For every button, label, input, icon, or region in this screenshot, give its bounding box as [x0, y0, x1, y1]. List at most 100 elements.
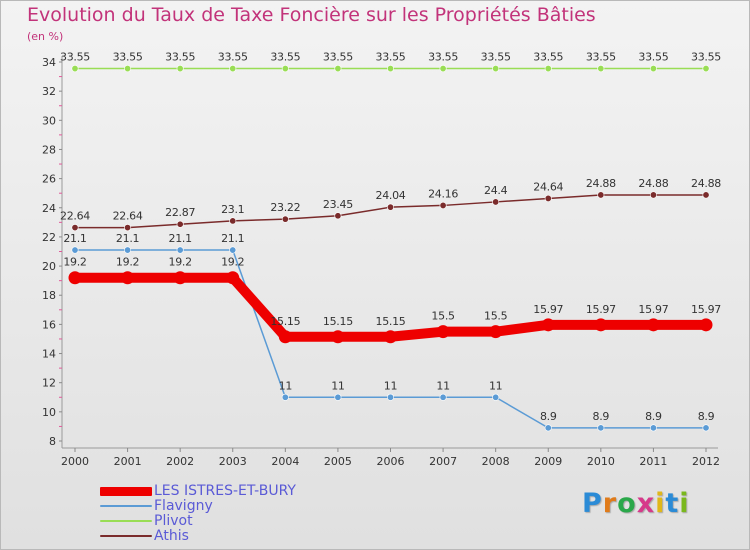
y-tick-label: 30 — [42, 114, 56, 127]
unit-label: (en %) — [27, 30, 64, 43]
data-point — [649, 65, 657, 73]
y-tick-label: 8 — [49, 435, 56, 448]
data-point — [492, 393, 500, 401]
data-point — [229, 65, 237, 73]
data-label: 24.16 — [428, 187, 458, 200]
data-labels: 33.55 33.55 33.55 33.55 33.55 33.55 33.55 33.55… — [60, 51, 722, 423]
axes: 8 10 12 14 16 18 20 22 24 26 28 30 32 34 2000 2001 2002 2… — [42, 56, 720, 468]
y-tick-label: 22 — [42, 231, 56, 244]
data-label: 24.88 — [638, 177, 668, 190]
data-point — [173, 271, 187, 285]
data-label: 19.2 — [116, 256, 139, 269]
data-label: 33.55 — [218, 51, 248, 64]
data-point — [492, 198, 500, 206]
data-label: 33.55 — [533, 51, 563, 64]
data-label: 21.1 — [221, 232, 244, 245]
legend-swatch — [100, 535, 152, 537]
proxiti-logo: Proxiti — [582, 488, 690, 519]
data-label: 19.2 — [63, 256, 86, 269]
data-label: 22.87 — [165, 206, 195, 219]
x-tick-label: 2008 — [482, 455, 510, 468]
data-point — [278, 330, 292, 344]
data-label: 33.55 — [165, 51, 195, 64]
series-lines — [68, 65, 713, 432]
y-tick-label: 18 — [42, 289, 56, 302]
data-label: 21.1 — [116, 232, 139, 245]
data-label: 33.55 — [428, 51, 458, 64]
data-label: 33.55 — [376, 51, 406, 64]
legend-swatch — [100, 505, 152, 507]
data-label: 8.9 — [540, 410, 557, 423]
data-label: 11 — [331, 379, 344, 392]
x-tick-label: 2005 — [324, 455, 352, 468]
data-point — [699, 318, 713, 332]
y-tick-label: 28 — [42, 143, 56, 156]
data-point — [597, 65, 605, 73]
data-point — [439, 201, 447, 209]
data-label: 19.2 — [221, 256, 244, 269]
x-tick-label: 2002 — [166, 455, 194, 468]
x-tick-label: 2001 — [114, 455, 142, 468]
data-label: 21.1 — [169, 232, 192, 245]
y-tick-label: 32 — [42, 85, 56, 98]
data-point — [544, 424, 552, 432]
x-tick-label: 2012 — [692, 455, 720, 468]
data-point — [334, 393, 342, 401]
data-label: 33.55 — [586, 51, 616, 64]
data-label: 15.97 — [691, 303, 721, 316]
chart-title: Evolution du Taux de Taxe Foncière sur l… — [27, 4, 596, 26]
data-label: 33.55 — [323, 51, 353, 64]
data-label: 15.5 — [484, 310, 508, 323]
data-point — [176, 65, 184, 73]
data-label: 22.64 — [113, 210, 143, 223]
data-point — [439, 65, 447, 73]
y-tick-label: 16 — [42, 318, 56, 331]
x-tick-label: 2010 — [587, 455, 615, 468]
data-point — [594, 318, 608, 332]
data-point — [124, 246, 132, 254]
x-tick-label: 2009 — [534, 455, 562, 468]
data-point — [544, 65, 552, 73]
x-tick-label: 2003 — [219, 455, 247, 468]
data-point — [226, 271, 240, 285]
data-point — [281, 215, 289, 223]
x-tick-label: 2006 — [377, 455, 405, 468]
y-tick-label: 14 — [42, 348, 56, 361]
legend-label: Plivot — [154, 513, 193, 529]
data-label: 11 — [489, 379, 502, 392]
legend-label: Flavigny — [154, 498, 213, 514]
legend-label: Athis — [154, 528, 189, 544]
data-point — [646, 318, 660, 332]
data-point — [384, 330, 397, 344]
data-point — [71, 65, 79, 73]
data-label: 33.55 — [691, 51, 721, 64]
legend-swatch — [100, 486, 152, 496]
data-label: 33.55 — [481, 51, 511, 64]
legend-label: LES ISTRES-ET-BURY — [154, 483, 296, 499]
y-tick-label: 26 — [42, 173, 56, 186]
y-tick-label: 24 — [42, 202, 56, 215]
data-point — [71, 224, 79, 232]
data-point — [439, 393, 447, 401]
data-label: 24.04 — [376, 189, 406, 202]
data-point — [334, 212, 342, 220]
data-label: 19.2 — [169, 256, 192, 269]
data-point — [229, 217, 237, 225]
data-point — [386, 393, 394, 401]
data-label: 15.15 — [376, 315, 406, 328]
y-tick-label: 34 — [42, 56, 56, 69]
data-label: 15.15 — [323, 315, 353, 328]
data-point — [121, 271, 135, 285]
data-point — [436, 325, 450, 339]
data-point — [176, 246, 184, 254]
data-point — [386, 65, 394, 73]
y-tick-label: 10 — [42, 406, 56, 419]
x-tick-label: 2011 — [639, 455, 667, 468]
data-label: 33.55 — [60, 51, 90, 64]
data-label: 33.55 — [638, 51, 668, 64]
data-point — [649, 424, 657, 432]
data-label: 23.45 — [323, 198, 353, 211]
x-tick-label: 2007 — [429, 455, 457, 468]
data-label: 11 — [279, 379, 292, 392]
